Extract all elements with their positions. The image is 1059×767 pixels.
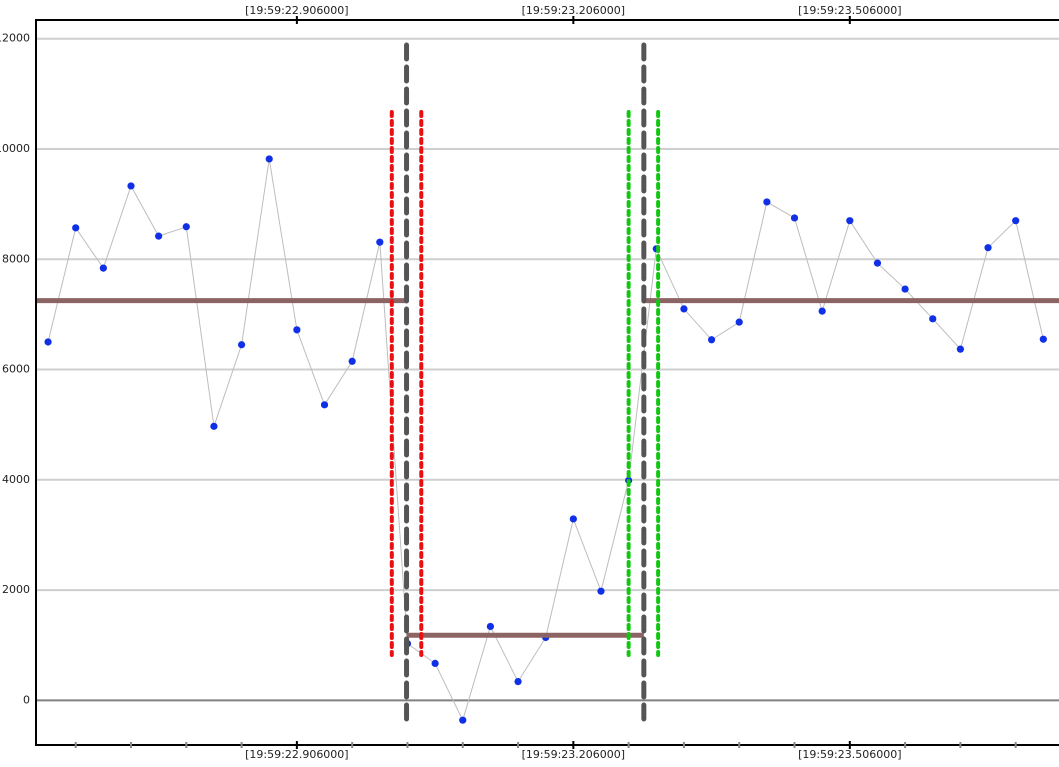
plot-area bbox=[37, 42, 1059, 724]
data-point bbox=[182, 223, 190, 231]
data-point bbox=[707, 336, 716, 344]
y-tick-label: 10000 bbox=[0, 142, 30, 155]
x-tick-label: [19:59:23.506000] bbox=[798, 748, 901, 761]
data-point bbox=[237, 341, 246, 349]
data-point bbox=[459, 716, 467, 724]
data-point bbox=[99, 264, 107, 272]
y-tick-label: 12000 bbox=[0, 32, 30, 45]
data-point bbox=[597, 587, 605, 595]
data-point bbox=[956, 345, 964, 353]
data-point bbox=[348, 357, 356, 365]
data-point bbox=[1012, 217, 1020, 225]
data-point bbox=[293, 326, 301, 334]
data-point bbox=[735, 318, 743, 326]
data-point bbox=[1039, 335, 1047, 343]
data-point bbox=[72, 224, 80, 232]
data-point bbox=[320, 401, 329, 409]
x-tick-label: [19:59:23.206000] bbox=[522, 748, 625, 761]
data-point bbox=[376, 238, 384, 246]
data-point bbox=[265, 155, 273, 163]
data-point bbox=[569, 515, 577, 523]
data-point bbox=[127, 182, 135, 190]
y-tick-label: 6000 bbox=[2, 363, 30, 376]
data-point bbox=[901, 285, 909, 293]
x-tick-label-top: [19:59:22.906000] bbox=[245, 4, 348, 17]
y-tick-label: 4000 bbox=[2, 473, 30, 486]
data-point bbox=[929, 315, 937, 323]
data-point bbox=[44, 338, 52, 346]
data-point bbox=[210, 422, 218, 430]
x-tick-label: [19:59:22.906000] bbox=[245, 748, 348, 761]
data-point bbox=[514, 677, 522, 686]
data-point bbox=[431, 659, 439, 668]
data-point bbox=[818, 307, 826, 315]
y-tick-label: 0 bbox=[23, 693, 30, 706]
x-tick-label-top: [19:59:23.206000] bbox=[522, 4, 625, 17]
data-point bbox=[486, 622, 495, 631]
data-point bbox=[846, 217, 854, 225]
data-point bbox=[680, 305, 688, 313]
data-point bbox=[984, 244, 992, 252]
y-tick-label: 2000 bbox=[2, 583, 30, 596]
data-point bbox=[763, 198, 771, 206]
y-tick-label: 8000 bbox=[2, 252, 30, 265]
axes bbox=[35, 16, 1059, 749]
data-point bbox=[155, 232, 163, 240]
data-point bbox=[790, 214, 799, 222]
x-tick-label-top: [19:59:23.506000] bbox=[798, 4, 901, 17]
grid bbox=[37, 37, 1059, 702]
data-point bbox=[873, 259, 882, 267]
